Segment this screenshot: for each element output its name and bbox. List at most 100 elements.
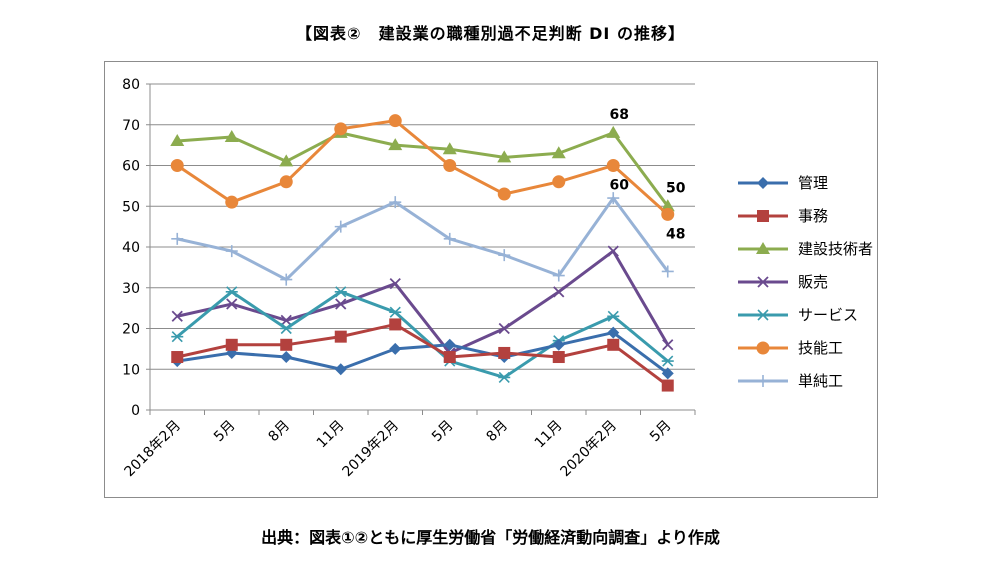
y-tick-label: 0 xyxy=(131,403,140,419)
chart-title: 【図表② 建設業の職種別過不足判断 DI の推移】 xyxy=(296,24,685,43)
marker-square xyxy=(661,379,674,392)
marker-diamond xyxy=(334,363,347,376)
legend-swatch xyxy=(738,176,788,189)
marker-triangle xyxy=(497,150,512,163)
legend-item: 技能工 xyxy=(736,331,873,364)
annotations: 68 60 50 48 xyxy=(610,107,686,242)
marker-circle xyxy=(334,122,348,136)
marker-triangle xyxy=(606,125,621,138)
legend-item: 単純工 xyxy=(736,364,873,397)
marker-circle xyxy=(497,187,511,201)
legend-label: 事務 xyxy=(798,207,829,225)
marker-plus xyxy=(607,192,620,205)
y-tick-label: 50 xyxy=(122,199,140,215)
x-tick-label: 2019年2月 xyxy=(339,418,402,481)
legend-item: 販売 xyxy=(736,265,873,298)
marker-x xyxy=(553,286,565,298)
marker-square xyxy=(498,346,511,359)
marker-square xyxy=(171,351,184,364)
marker-plus xyxy=(225,245,238,258)
marker-asterisk xyxy=(280,322,293,335)
marker-square xyxy=(389,318,402,331)
series-line xyxy=(177,131,669,208)
marker-plus xyxy=(280,273,293,286)
marker-circle xyxy=(225,195,239,209)
series-line xyxy=(176,322,669,387)
marker-square xyxy=(552,351,565,364)
data-label: 50 xyxy=(666,180,686,196)
marker-x xyxy=(280,314,292,326)
x-tick-label: 8月 xyxy=(266,418,294,446)
marker-triangle xyxy=(170,134,185,147)
legend-item: 事務 xyxy=(736,199,873,232)
marker-x xyxy=(226,298,238,310)
legend-swatch xyxy=(738,308,788,321)
marker-x xyxy=(171,310,183,322)
marker-asterisk xyxy=(225,286,238,298)
marker-asterisk xyxy=(661,355,674,367)
marker-triangle xyxy=(756,241,770,254)
marker-asterisk xyxy=(607,310,620,322)
y-tick-label: 80 xyxy=(122,77,140,93)
legend-swatch xyxy=(738,374,788,387)
series-line xyxy=(176,119,669,216)
x-tick-label: 2020年2月 xyxy=(557,418,620,481)
data-label: 48 xyxy=(666,226,685,242)
marker-triangle xyxy=(388,138,403,151)
data-label: 68 xyxy=(610,107,629,123)
marker-circle xyxy=(606,159,620,172)
data-label: 60 xyxy=(610,178,630,194)
legend-label: 単純工 xyxy=(798,372,844,390)
legend-item: 建設技術者 xyxy=(736,232,873,265)
marker-circle xyxy=(388,114,402,128)
legend-label: 管理 xyxy=(798,174,829,192)
x-tick-label: 5月 xyxy=(647,418,675,446)
chart-frame xyxy=(104,61,878,498)
marker-square xyxy=(334,330,347,343)
marker-triangle xyxy=(551,146,566,159)
y-tick-label: 30 xyxy=(122,281,140,297)
y-tick-label: 10 xyxy=(122,362,140,378)
legend-label: サービス xyxy=(798,306,859,324)
marker-plus xyxy=(171,232,184,245)
marker-square xyxy=(607,338,620,351)
legend-swatch xyxy=(738,209,788,222)
legend-item: 管理 xyxy=(736,166,873,199)
legend-item: サービス xyxy=(736,298,873,331)
legend: 管理事務建設技術者販売サービス技能工単純工 xyxy=(736,166,873,397)
marker-diamond xyxy=(661,367,674,380)
series-group xyxy=(170,114,675,392)
y-tick-label: 20 xyxy=(122,322,140,338)
series-7 xyxy=(171,192,674,286)
marker-square xyxy=(757,209,769,222)
marker-triangle xyxy=(224,129,239,142)
y-tick-label: 40 xyxy=(122,240,140,256)
marker-diamond xyxy=(443,338,456,351)
marker-circle xyxy=(443,159,457,172)
legend-label: 建設技術者 xyxy=(798,240,874,258)
legend-label: 販売 xyxy=(798,273,829,291)
y-tick-label: 60 xyxy=(122,159,140,175)
marker-plus xyxy=(334,220,347,233)
marker-triangle xyxy=(279,154,294,167)
x-tick-label: 5月 xyxy=(429,418,457,446)
marker-circle xyxy=(661,207,675,221)
marker-square xyxy=(225,338,238,351)
marker-x xyxy=(662,339,674,351)
marker-plus xyxy=(661,265,674,278)
marker-square xyxy=(280,338,293,351)
marker-plus xyxy=(389,196,402,209)
marker-diamond xyxy=(552,338,565,351)
marker-asterisk xyxy=(498,371,511,383)
legend-label: 技能工 xyxy=(798,339,844,357)
marker-diamond xyxy=(607,326,620,339)
marker-diamond xyxy=(389,342,402,355)
x-tick-label: 11月 xyxy=(532,418,566,452)
series-4 xyxy=(171,245,674,359)
series-line xyxy=(176,196,669,282)
marker-plus xyxy=(498,249,511,262)
series-line xyxy=(176,249,670,355)
x-tick-label: 8月 xyxy=(484,418,512,446)
marker-triangle xyxy=(660,199,675,212)
series-6 xyxy=(170,114,675,221)
